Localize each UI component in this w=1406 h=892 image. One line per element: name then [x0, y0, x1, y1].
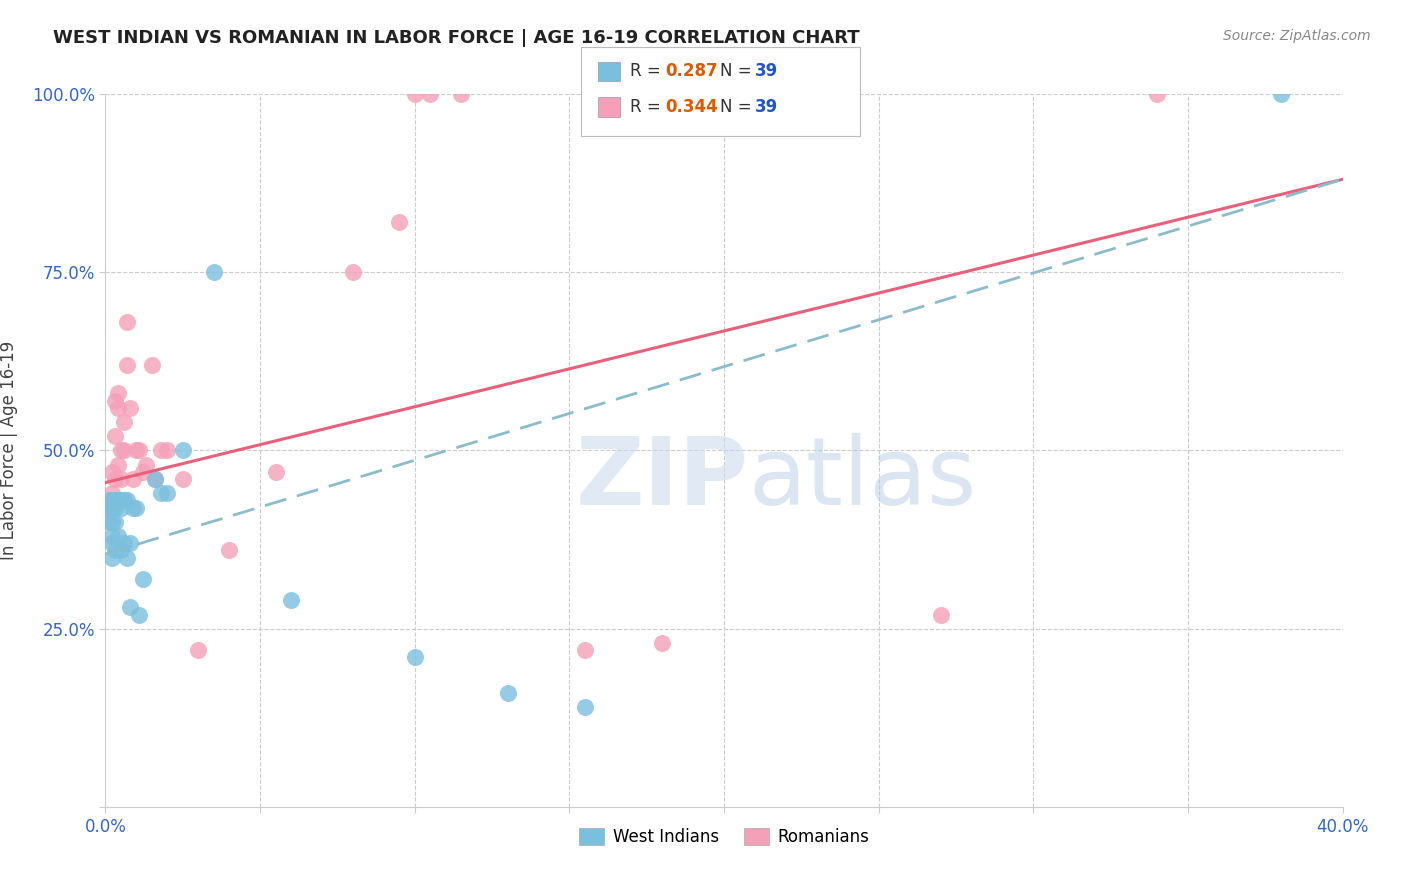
Point: [104, 393, 127, 408]
Point: [135, 458, 157, 472]
Point: [218, 543, 240, 558]
Point: [1270, 87, 1292, 101]
Point: [143, 472, 166, 486]
Point: [110, 443, 132, 458]
Point: [156, 486, 179, 500]
Point: [150, 486, 173, 500]
Point: [496, 686, 519, 700]
Point: [125, 500, 148, 515]
Point: [104, 543, 127, 558]
Point: [574, 643, 596, 657]
Point: [404, 87, 426, 101]
Point: [125, 443, 148, 458]
Point: [115, 493, 138, 508]
Point: [120, 401, 142, 415]
Point: [97, 493, 120, 508]
Point: [100, 486, 122, 500]
Point: [112, 415, 135, 429]
Text: N =: N =: [720, 62, 756, 80]
Point: [143, 472, 166, 486]
Point: [110, 500, 132, 515]
Point: [120, 536, 142, 550]
Point: [104, 515, 127, 529]
Point: [107, 493, 129, 508]
Point: [122, 500, 145, 515]
Point: [280, 593, 302, 607]
Point: [97, 500, 120, 515]
Point: [172, 472, 194, 486]
Point: [929, 607, 952, 622]
Point: [100, 515, 122, 529]
Point: [107, 458, 129, 472]
Point: [100, 500, 122, 515]
Point: [131, 572, 153, 586]
Point: [419, 87, 441, 101]
Point: [264, 465, 287, 479]
Point: [104, 500, 127, 515]
Text: 39: 39: [755, 98, 779, 116]
Point: [107, 529, 129, 543]
Point: [150, 443, 173, 458]
Point: [128, 443, 150, 458]
Text: atlas: atlas: [749, 433, 977, 525]
Point: [100, 550, 122, 565]
Point: [128, 607, 150, 622]
Point: [202, 265, 225, 279]
Point: [110, 472, 132, 486]
Legend: West Indians, Romanians: West Indians, Romanians: [572, 821, 876, 853]
Text: N =: N =: [720, 98, 756, 116]
Point: [115, 358, 138, 372]
Point: [97, 500, 120, 515]
Point: [100, 536, 122, 550]
Point: [141, 358, 163, 372]
Text: R =: R =: [630, 62, 666, 80]
Point: [131, 465, 153, 479]
Point: [342, 265, 364, 279]
Point: [110, 543, 132, 558]
Text: WEST INDIAN VS ROMANIAN IN LABOR FORCE | AGE 16-19 CORRELATION CHART: WEST INDIAN VS ROMANIAN IN LABOR FORCE |…: [53, 29, 860, 46]
Point: [156, 443, 179, 458]
Point: [107, 401, 129, 415]
Point: [450, 87, 472, 101]
Text: ZIP: ZIP: [576, 433, 749, 525]
Text: R =: R =: [630, 98, 666, 116]
Point: [574, 700, 596, 714]
Point: [104, 493, 127, 508]
Point: [187, 643, 209, 657]
Point: [115, 550, 138, 565]
Point: [104, 429, 127, 443]
Point: [115, 315, 138, 329]
Text: Source: ZipAtlas.com: Source: ZipAtlas.com: [1223, 29, 1371, 43]
Point: [100, 493, 122, 508]
Point: [100, 529, 122, 543]
Point: [104, 472, 127, 486]
Y-axis label: In Labor Force | Age 16-19: In Labor Force | Age 16-19: [0, 341, 18, 560]
Point: [1146, 87, 1168, 101]
Text: 0.344: 0.344: [665, 98, 718, 116]
Point: [97, 493, 120, 508]
Point: [107, 386, 129, 401]
Point: [388, 215, 411, 229]
Point: [172, 443, 194, 458]
Point: [112, 493, 135, 508]
Point: [620, 87, 643, 101]
Point: [97, 515, 120, 529]
Point: [100, 465, 122, 479]
Point: [112, 536, 135, 550]
Text: 39: 39: [755, 62, 779, 80]
Point: [122, 472, 145, 486]
Point: [120, 600, 142, 615]
Point: [404, 650, 426, 665]
Point: [112, 443, 135, 458]
Text: 0.287: 0.287: [665, 62, 717, 80]
Point: [110, 493, 132, 508]
Point: [651, 636, 673, 650]
